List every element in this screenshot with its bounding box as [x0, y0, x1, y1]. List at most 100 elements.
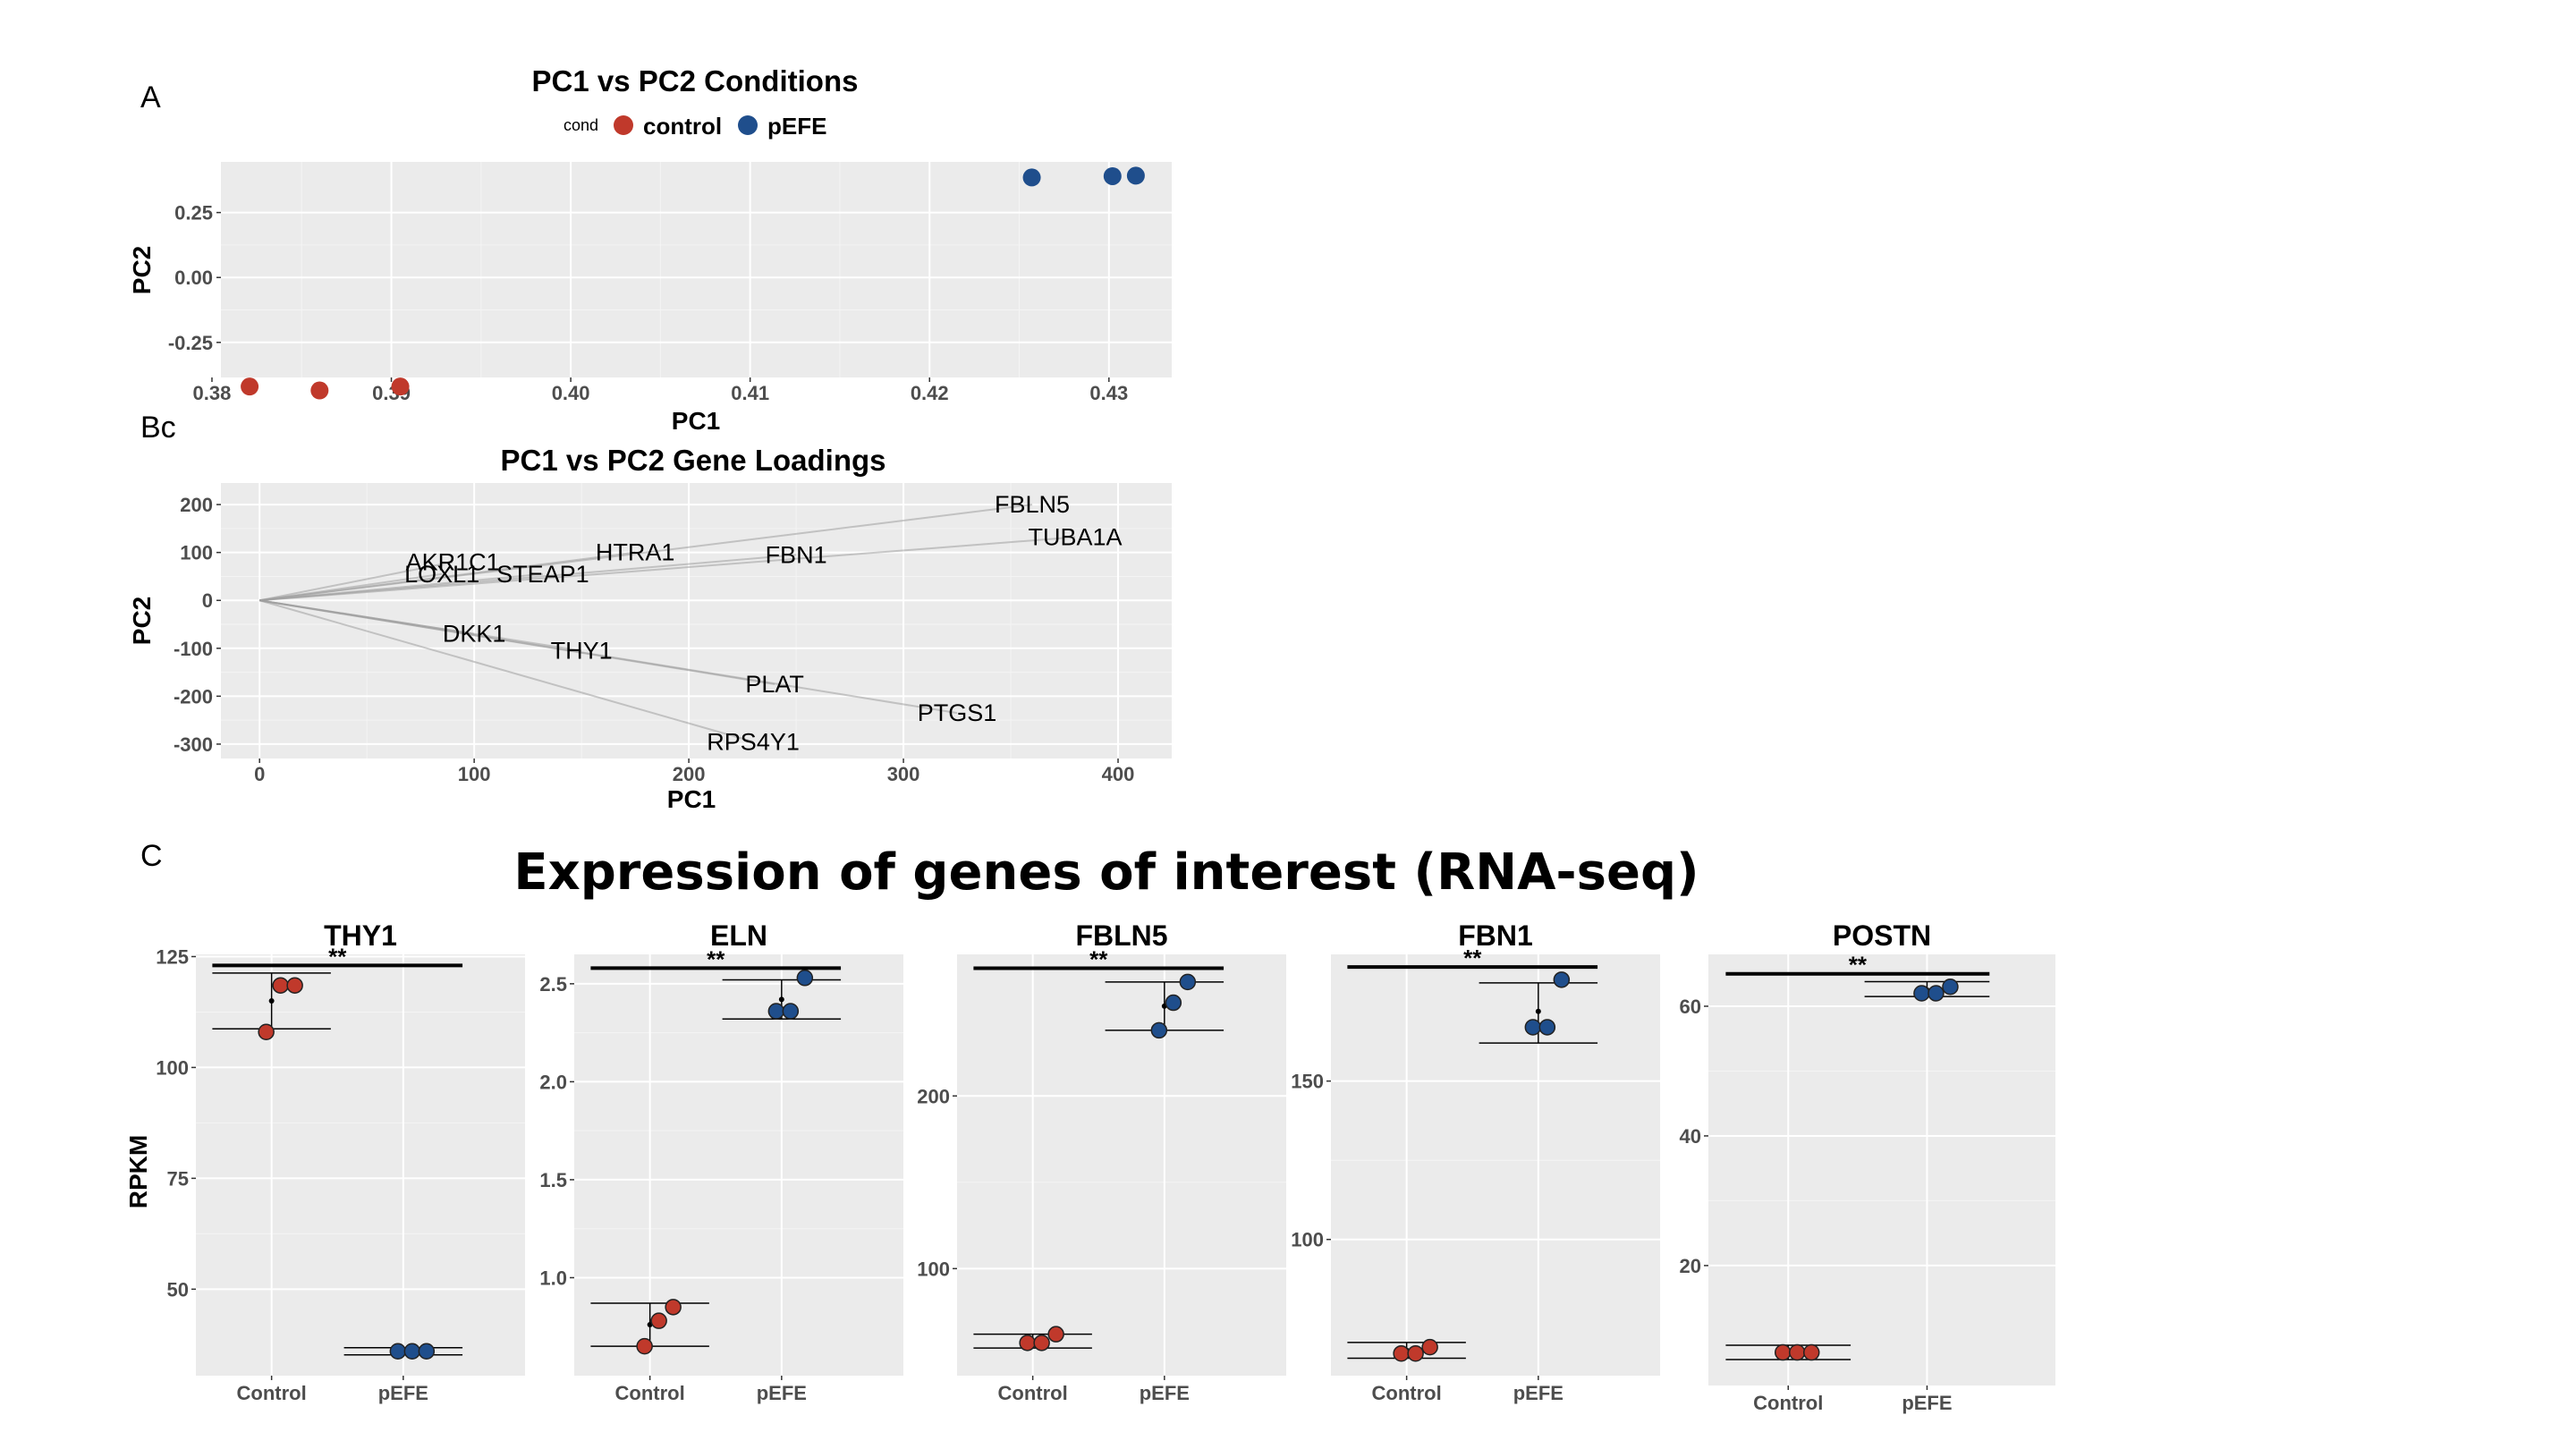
significance-label: ** [707, 945, 725, 972]
pca-conditions-marks: 0.38 0.39 0.40 0.41 0.42 0.430.250.00-0.25 [168, 162, 1172, 404]
tick-label-y: 200 [180, 494, 213, 516]
tick-label-y: 100 [917, 1258, 950, 1280]
expression-gene-title: FBN1 [1458, 919, 1533, 952]
point-control [636, 1337, 653, 1355]
loading-label: LOXL1 [404, 561, 479, 588]
tick-label-y: -300 [174, 733, 213, 756]
panel-b: Bc PC1 vs PC2 Gene Loadings 0 100 200 300 40… [128, 411, 1172, 813]
loading-arrow [258, 599, 754, 743]
point-pefe [403, 1343, 421, 1360]
legend-control-marker [614, 115, 633, 135]
category-label: Control [237, 1382, 307, 1404]
tick-label-x: 0.43 [1089, 382, 1128, 404]
expression-plot-area [1708, 954, 2055, 1385]
category-label: pEFE [1902, 1392, 1952, 1414]
point-pefe [1538, 1019, 1556, 1036]
tick-label-y: 0.00 [174, 267, 213, 289]
panel-label-b: Bc [140, 411, 176, 445]
point-control [1407, 1344, 1424, 1362]
tick-label-y: 1.0 [539, 1267, 567, 1289]
tick-label-y: 0.25 [174, 202, 213, 225]
point-pefe [782, 1003, 800, 1020]
expression-plot-area [1331, 954, 1660, 1376]
tick-label-x: 400 [1102, 763, 1135, 785]
tick-label-y: 200 [917, 1085, 950, 1107]
point-control [1033, 1335, 1050, 1352]
point-pefe [1165, 994, 1182, 1012]
tick-label-x: 0.42 [911, 382, 949, 404]
point-control [665, 1299, 682, 1316]
point-pefe [796, 970, 814, 987]
loading-label: TUBA1A [1028, 524, 1122, 551]
expression-panel-fbn1: 100 150 **FBN1 Control pEFE [1291, 919, 1660, 1404]
loading-arrow [258, 561, 453, 602]
significance-label: ** [1463, 945, 1482, 971]
loading-arrow [259, 536, 1076, 602]
pca-loadings-marks: 0 100 200 300 400 200 100 0 -100 -200 -300 FBLN5 TUB… [174, 483, 1172, 785]
mean-point [268, 998, 275, 1004]
pca-conditions-ylabel: PC2 [128, 246, 156, 294]
point-pefe [389, 1343, 407, 1360]
tick-label-y: -200 [174, 685, 213, 708]
category-label: pEFE [378, 1382, 428, 1404]
point-pefe [1126, 166, 1145, 185]
tick-label-x: 0.38 [193, 382, 232, 404]
point-control [1421, 1338, 1438, 1356]
point-control [258, 1023, 275, 1041]
expression-plot-area [957, 954, 1286, 1376]
loading-arrow [259, 572, 544, 602]
loading-label: PTGS1 [918, 699, 997, 726]
tick-label-x: 0 [254, 763, 265, 785]
category-label: pEFE [757, 1382, 807, 1404]
pca-loadings-title: PC1 vs PC2 Gene Loadings [501, 444, 886, 477]
tick-label-y: 20 [1680, 1255, 1701, 1277]
legend-control-label: control [643, 113, 722, 140]
legend-pefe-marker [738, 115, 758, 135]
tick-label-x: 0.40 [552, 382, 590, 404]
point-control [310, 381, 329, 400]
point-pefe [1553, 971, 1571, 988]
pca-legend: cond control pEFE [564, 113, 826, 140]
pca-conditions-plot-area [221, 162, 1172, 377]
pca-conditions-xlabel: PC1 [672, 407, 720, 435]
loading-label: RPS4Y1 [707, 728, 800, 755]
point-control [1047, 1326, 1064, 1343]
pca-loadings-xlabel: PC1 [667, 785, 716, 813]
tick-label-y: 40 [1680, 1125, 1701, 1148]
category-label: Control [1372, 1382, 1442, 1404]
point-pefe [1103, 166, 1122, 185]
tick-label-x: 200 [673, 763, 706, 785]
point-pefe [1179, 973, 1197, 991]
expression-gene-title: FBLN5 [1075, 919, 1167, 952]
pca-loadings-ylabel: PC2 [128, 597, 156, 645]
tick-label-y: 150 [1291, 1071, 1324, 1093]
point-control [1802, 1343, 1820, 1361]
point-control [1788, 1343, 1806, 1361]
point-control [650, 1312, 667, 1329]
point-pefe [767, 1003, 785, 1020]
tick-label-y: 0 [202, 589, 213, 612]
point-pefe [1524, 1019, 1542, 1036]
point-control [1393, 1344, 1410, 1362]
mean-point [778, 996, 784, 1003]
category-label: pEFE [1513, 1382, 1563, 1404]
significance-label: ** [328, 943, 347, 970]
point-control [272, 977, 289, 994]
point-pefe [1913, 985, 1930, 1002]
legend-pefe-label: pEFE [767, 113, 826, 140]
loading-arrow [259, 551, 636, 602]
tick-label-y: 2.0 [539, 1071, 567, 1093]
significance-label: ** [1849, 952, 1868, 979]
point-pefe [1928, 985, 1945, 1002]
loading-arrow [259, 572, 443, 602]
tick-label-y: 100 [1291, 1229, 1324, 1251]
loading-label: DKK1 [443, 621, 506, 648]
category-label: Control [998, 1382, 1068, 1404]
panel-label-a: A [140, 80, 161, 114]
significance-label: ** [1089, 945, 1108, 972]
loading-label: FBLN5 [995, 491, 1070, 518]
expression-panel-postn: 20 40 60 **POSTN Control pEFE [1680, 919, 2055, 1414]
expression-gene-title: ELN [710, 919, 767, 952]
point-control [391, 377, 410, 396]
